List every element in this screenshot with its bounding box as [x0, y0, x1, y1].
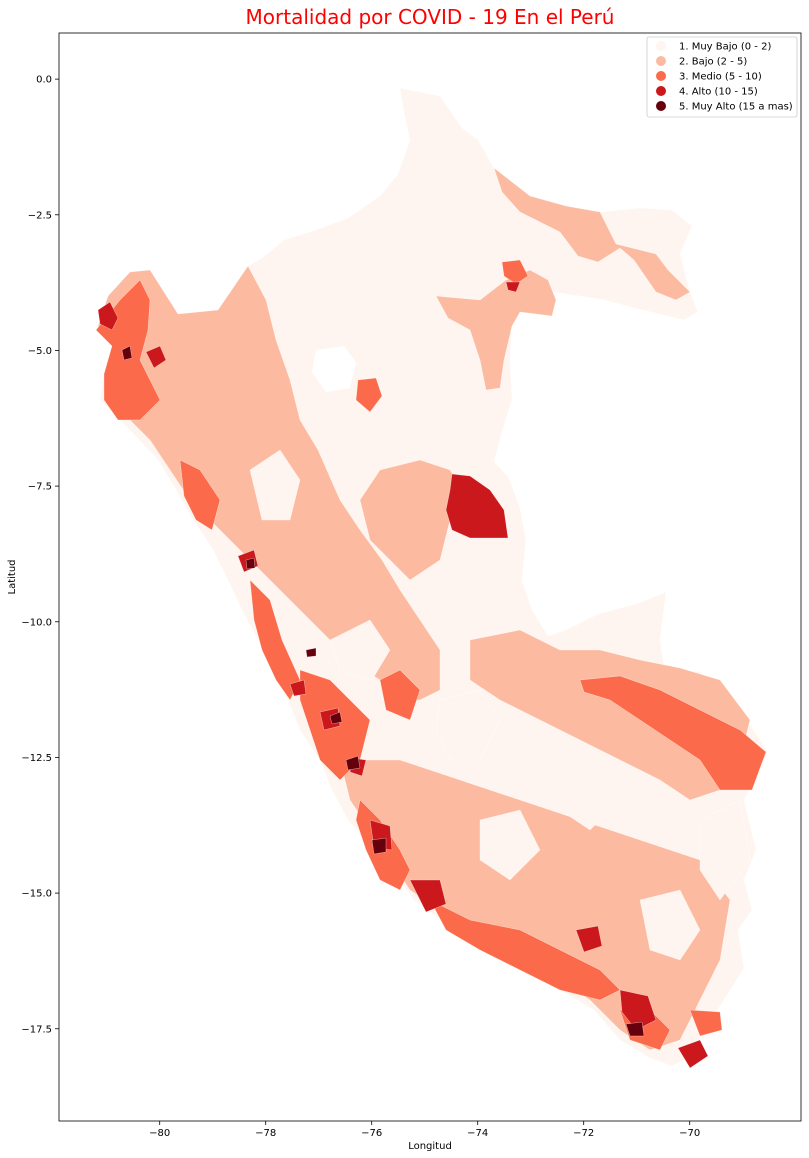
region-medio-madre-de-dios	[579, 675, 767, 791]
region-muy-bajo-patch-1	[249, 449, 301, 521]
legend-label: 1. Muy Bajo (0 - 2)	[679, 42, 771, 53]
region-medio-san-martin	[355, 377, 383, 413]
legend-label: 3. Medio (5 - 10)	[679, 72, 762, 83]
region-muy-alto-1	[121, 345, 133, 361]
region-bajo-northeast	[493, 167, 691, 301]
region-alto-arequipa-coast	[409, 879, 447, 913]
x-tick-label: −78	[255, 1128, 276, 1139]
region-alto-lima-2	[319, 707, 341, 731]
y-tick-label: 0.0	[36, 75, 52, 86]
region-muy-alto-7	[625, 1021, 645, 1037]
legend-label: 5. Muy Alto (15 a mas)	[679, 102, 793, 113]
y-axis-ticks: 0.0 −2.5 −5.0 −7.5 −10.0 −12.5 −15.0 −17.5	[21, 75, 59, 1035]
x-axis-ticks: −80 −78 −76 −74 −72 −70	[149, 1121, 700, 1139]
region-no-data-1	[312, 346, 356, 392]
region-alto-piura-1	[145, 345, 167, 369]
legend-label: 2. Bajo (2 - 5)	[679, 57, 747, 68]
x-tick-label: −80	[149, 1128, 170, 1139]
region-medio-scatter-3	[689, 1009, 723, 1037]
y-tick-label: −12.5	[21, 753, 52, 764]
y-tick-label: −17.5	[21, 1024, 52, 1035]
x-tick-label: −76	[361, 1128, 382, 1139]
region-muy-alto-2	[245, 557, 256, 570]
region-medio-scatter-1	[379, 669, 421, 721]
y-tick-label: −5.0	[28, 346, 52, 357]
region-muy-alto-5	[345, 755, 361, 771]
region-no-data-2	[512, 360, 530, 520]
region-muy-alto-3	[305, 647, 317, 658]
region-medio-north-coast	[179, 459, 221, 531]
region-alto-ucayali	[445, 473, 509, 539]
y-tick-label: −2.5	[28, 210, 52, 221]
y-tick-label: −7.5	[28, 482, 52, 493]
x-axis-label: Longitud	[408, 1141, 452, 1152]
region-medio-ancash-coast	[249, 579, 301, 701]
region-alto-tacna	[677, 1039, 709, 1069]
y-tick-label: −15.0	[21, 889, 52, 900]
region-medio-loreto-small	[501, 259, 529, 285]
x-tick-label: −70	[679, 1128, 700, 1139]
legend-label: 4. Alto (10 - 15)	[679, 87, 758, 98]
region-alto-tumbes	[97, 301, 119, 331]
map-title: Mortalidad por COVID - 19 En el Perú	[246, 5, 615, 29]
peru-map	[95, 87, 769, 1069]
legend-marker	[656, 101, 666, 111]
y-tick-label: −10.0	[21, 617, 52, 628]
legend-marker	[656, 71, 666, 81]
region-alto-moquegua	[619, 989, 657, 1031]
x-tick-label: −72	[573, 1128, 594, 1139]
y-axis-label: Latitud	[7, 559, 18, 594]
region-muy-bajo-patch-6	[639, 889, 701, 961]
legend-marker	[656, 41, 666, 51]
region-alto-loreto-small	[505, 281, 521, 293]
region-muy-bajo-patch-5	[699, 799, 751, 901]
region-muy-alto-4	[329, 711, 343, 725]
region-bajo-central-east	[359, 459, 471, 581]
region-muy-alto-6	[371, 837, 387, 855]
region-muy-bajo-patch-4	[479, 809, 541, 881]
region-alto-lima-1	[289, 679, 307, 697]
legend-marker	[656, 86, 666, 96]
region-alto-puno	[575, 925, 603, 953]
region-medio-south-coast	[429, 899, 621, 1001]
region-muy-bajo-patch-3	[559, 759, 621, 831]
region-muy-bajo-patch-2	[435, 689, 501, 761]
legend: 1. Muy Bajo (0 - 2) 2. Bajo (2 - 5) 3. Med…	[646, 36, 798, 118]
legend-marker	[656, 56, 666, 66]
legend-box	[646, 36, 798, 118]
axes-frame	[58, 32, 802, 1122]
region-muy-bajo-patch-7	[329, 619, 391, 681]
x-tick-label: −74	[467, 1128, 488, 1139]
